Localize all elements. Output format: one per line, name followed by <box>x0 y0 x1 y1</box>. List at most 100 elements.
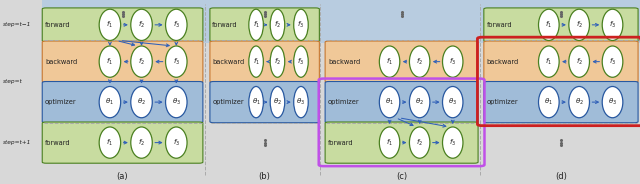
Ellipse shape <box>166 127 187 158</box>
Ellipse shape <box>249 46 263 77</box>
Text: $\theta_3$: $\theta_3$ <box>608 97 617 107</box>
Ellipse shape <box>569 86 589 118</box>
Ellipse shape <box>602 46 623 77</box>
FancyBboxPatch shape <box>325 122 478 163</box>
Ellipse shape <box>442 46 463 77</box>
Ellipse shape <box>99 9 121 40</box>
FancyBboxPatch shape <box>42 41 203 82</box>
Ellipse shape <box>99 127 121 158</box>
Text: $\theta_1$: $\theta_1$ <box>252 97 260 107</box>
Text: forward: forward <box>45 140 71 146</box>
Ellipse shape <box>410 127 430 158</box>
Text: $f_1$: $f_1$ <box>253 56 260 67</box>
Text: (a): (a) <box>116 172 129 181</box>
Ellipse shape <box>270 9 285 40</box>
Ellipse shape <box>380 46 400 77</box>
Ellipse shape <box>99 86 121 118</box>
Text: $f_2$: $f_2$ <box>138 20 145 30</box>
FancyBboxPatch shape <box>42 122 203 163</box>
Text: (b): (b) <box>259 172 271 181</box>
Ellipse shape <box>442 86 463 118</box>
Text: $f_1$: $f_1$ <box>386 137 393 148</box>
Text: $\theta_2$: $\theta_2$ <box>273 97 282 107</box>
Text: $f_3$: $f_3$ <box>173 20 180 30</box>
Text: forward: forward <box>486 22 512 28</box>
Text: (d): (d) <box>555 172 567 181</box>
Text: $f_1$: $f_1$ <box>545 20 552 30</box>
Text: optimizer: optimizer <box>45 99 77 105</box>
Text: $\theta_2$: $\theta_2$ <box>137 97 146 107</box>
FancyBboxPatch shape <box>210 82 319 123</box>
FancyBboxPatch shape <box>325 41 478 82</box>
Ellipse shape <box>131 127 152 158</box>
Text: (c): (c) <box>396 172 407 181</box>
Text: $f_3$: $f_3$ <box>449 56 456 67</box>
Text: step=t+1: step=t+1 <box>3 140 31 145</box>
Text: step=t: step=t <box>3 79 23 84</box>
Text: $f_1$: $f_1$ <box>106 56 113 67</box>
Text: step=t−1: step=t−1 <box>3 22 31 27</box>
Ellipse shape <box>410 46 430 77</box>
Ellipse shape <box>538 46 559 77</box>
Text: $f_1$: $f_1$ <box>106 20 113 30</box>
Text: $\theta_3$: $\theta_3$ <box>296 97 305 107</box>
Text: backward: backward <box>212 59 244 65</box>
Ellipse shape <box>270 86 285 118</box>
Text: $\theta_2$: $\theta_2$ <box>415 97 424 107</box>
Text: $f_3$: $f_3$ <box>298 20 305 30</box>
Text: $f_3$: $f_3$ <box>173 137 180 148</box>
Text: $f_3$: $f_3$ <box>609 20 616 30</box>
Text: forward: forward <box>45 22 71 28</box>
Text: forward: forward <box>212 22 238 28</box>
Text: $f_2$: $f_2$ <box>575 20 582 30</box>
Ellipse shape <box>569 46 589 77</box>
Ellipse shape <box>380 86 400 118</box>
Text: $f_3$: $f_3$ <box>173 56 180 67</box>
Text: $\theta_3$: $\theta_3$ <box>172 97 181 107</box>
Ellipse shape <box>602 86 623 118</box>
Text: $f_2$: $f_2$ <box>138 137 145 148</box>
Ellipse shape <box>166 46 187 77</box>
Text: $f_2$: $f_2$ <box>138 56 145 67</box>
Ellipse shape <box>602 9 623 40</box>
Text: $\theta_2$: $\theta_2$ <box>575 97 584 107</box>
FancyBboxPatch shape <box>484 8 638 42</box>
Text: $\theta_1$: $\theta_1$ <box>106 97 115 107</box>
Text: $f_1$: $f_1$ <box>106 137 113 148</box>
Ellipse shape <box>249 9 263 40</box>
FancyBboxPatch shape <box>484 41 638 82</box>
Text: $f_2$: $f_2$ <box>416 137 423 148</box>
Text: $f_2$: $f_2$ <box>575 56 582 67</box>
Text: $\theta_1$: $\theta_1$ <box>545 97 553 107</box>
Text: optimizer: optimizer <box>212 99 244 105</box>
Ellipse shape <box>131 9 152 40</box>
Text: optimizer: optimizer <box>328 99 360 105</box>
FancyBboxPatch shape <box>42 8 203 42</box>
Text: $\theta_1$: $\theta_1$ <box>385 97 394 107</box>
Ellipse shape <box>538 9 559 40</box>
Text: $f_3$: $f_3$ <box>609 56 616 67</box>
Ellipse shape <box>569 9 589 40</box>
Text: backward: backward <box>328 59 360 65</box>
Text: $f_2$: $f_2$ <box>274 20 281 30</box>
FancyBboxPatch shape <box>325 82 478 123</box>
Ellipse shape <box>294 9 308 40</box>
Ellipse shape <box>410 86 430 118</box>
Ellipse shape <box>249 86 263 118</box>
Ellipse shape <box>166 9 187 40</box>
Text: $f_2$: $f_2$ <box>274 56 281 67</box>
Text: forward: forward <box>328 140 353 146</box>
Ellipse shape <box>166 86 187 118</box>
Text: $\theta_3$: $\theta_3$ <box>448 97 457 107</box>
Text: $f_3$: $f_3$ <box>449 137 456 148</box>
FancyBboxPatch shape <box>42 82 203 123</box>
Text: $f_1$: $f_1$ <box>253 20 260 30</box>
Ellipse shape <box>442 127 463 158</box>
Text: backward: backward <box>486 59 519 65</box>
Text: $f_1$: $f_1$ <box>386 56 393 67</box>
Text: optimizer: optimizer <box>486 99 518 105</box>
Text: $f_2$: $f_2$ <box>416 56 423 67</box>
Ellipse shape <box>99 46 121 77</box>
Bar <box>42 0 640 43</box>
Text: $f_3$: $f_3$ <box>298 56 305 67</box>
